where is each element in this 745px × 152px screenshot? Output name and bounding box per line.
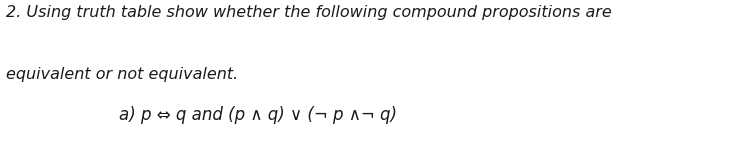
Text: equivalent or not equivalent.: equivalent or not equivalent.: [6, 67, 238, 82]
Text: 2. Using truth table show whether the following compound propositions are: 2. Using truth table show whether the fo…: [6, 5, 612, 20]
Text: a) p ⇔ q and (p ∧ q) ∨ (¬ p ∧¬ q): a) p ⇔ q and (p ∧ q) ∨ (¬ p ∧¬ q): [119, 106, 397, 124]
